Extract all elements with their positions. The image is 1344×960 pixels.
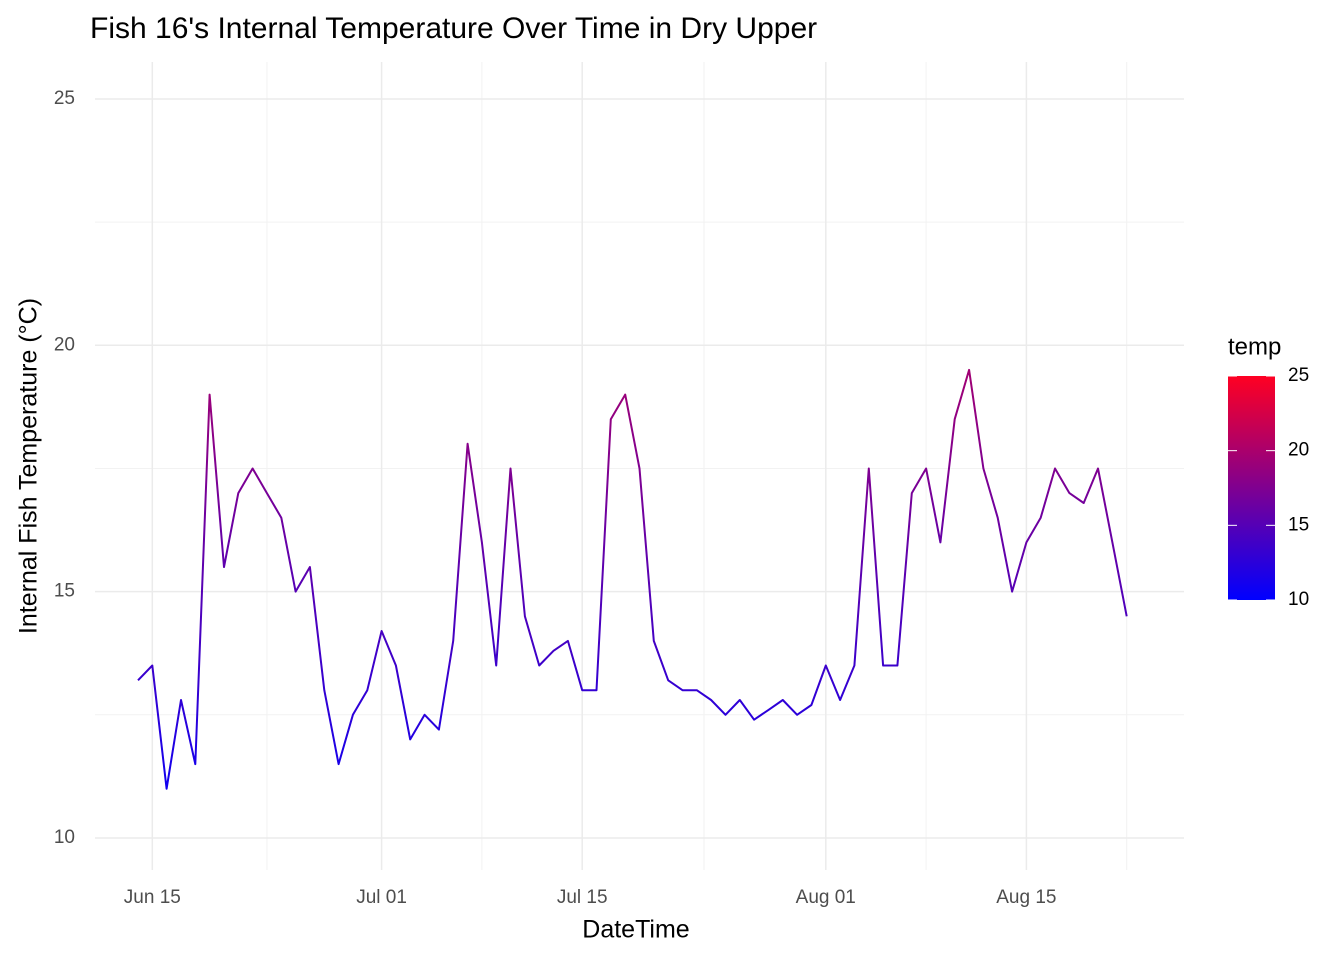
- x-tick-label: Jul 15: [557, 887, 608, 908]
- data-line: [137, 368, 1128, 790]
- x-tick-label: Aug 01: [796, 887, 856, 908]
- y-tick-label: 10: [54, 827, 75, 848]
- x-tick-label: Jun 15: [124, 887, 181, 908]
- legend-tick-label: 20: [1288, 440, 1309, 461]
- grid: [95, 62, 1184, 870]
- y-tick-label: 25: [54, 88, 75, 109]
- legend-title: temp: [1228, 333, 1281, 360]
- legend-tick-label: 15: [1288, 514, 1309, 535]
- y-tick-label: 15: [54, 581, 75, 602]
- x-axis-title: DateTime: [582, 916, 689, 944]
- legend-tick-label: 10: [1288, 589, 1309, 610]
- chart-title: Fish 16's Internal Temperature Over Time…: [90, 12, 817, 45]
- y-tick-label: 20: [54, 334, 75, 355]
- x-tick-label: Jul 01: [356, 887, 407, 908]
- y-axis-title: Internal Fish Temperature (°C): [15, 298, 43, 634]
- x-tick-label: Aug 15: [996, 887, 1056, 908]
- color-bar: [1228, 376, 1275, 600]
- legend-tick-label: 25: [1288, 365, 1309, 386]
